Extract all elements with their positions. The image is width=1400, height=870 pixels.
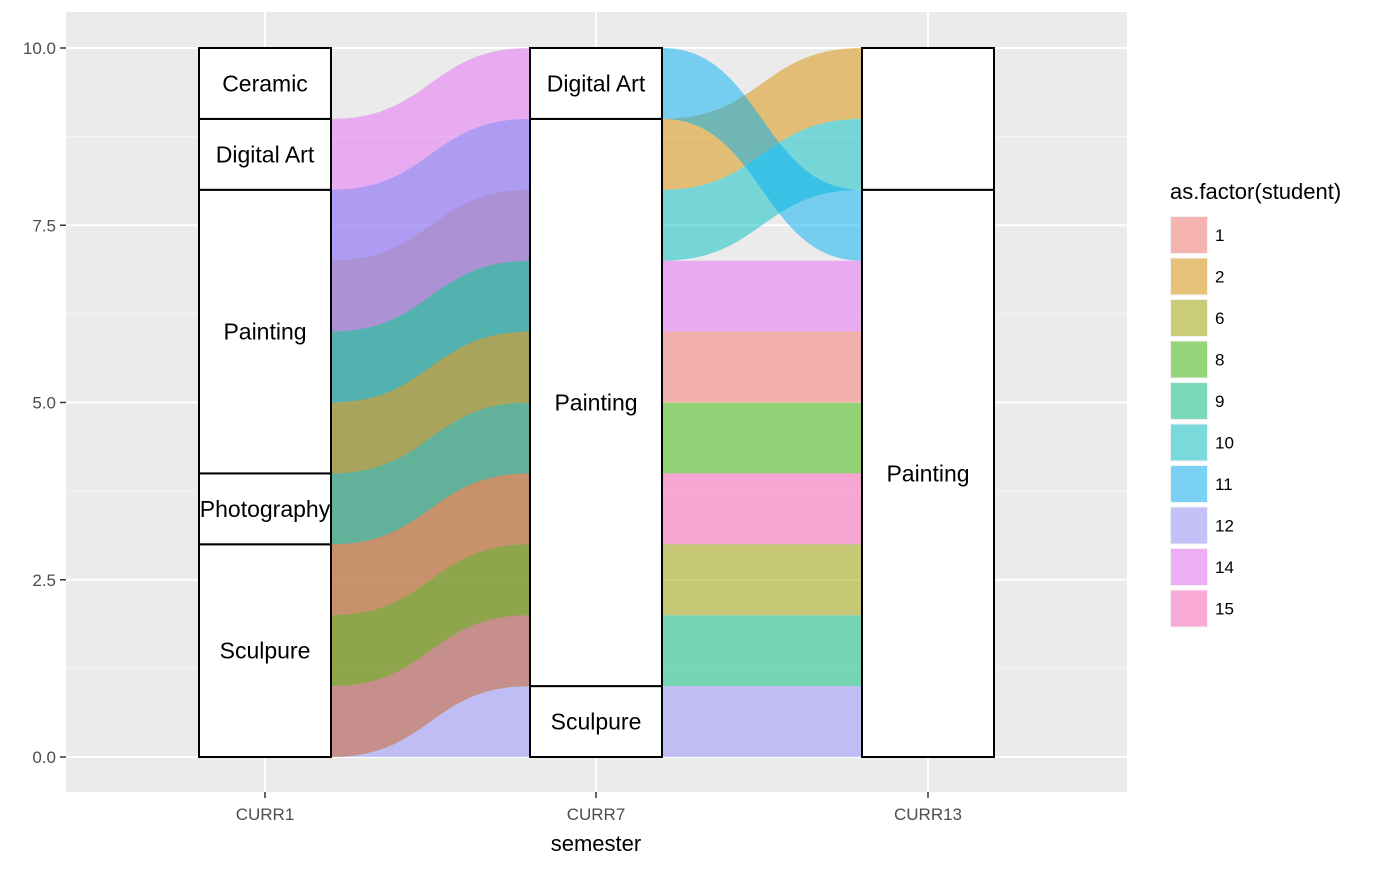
legend-label: 1 — [1215, 226, 1224, 245]
legend-label: 6 — [1215, 309, 1224, 328]
x-tick-label: CURR1 — [236, 805, 295, 824]
flow-student-15 — [662, 473, 862, 545]
y-tick-label: 7.5 — [32, 216, 56, 235]
stratum-box — [529, 685, 663, 758]
flow-student-14 — [662, 260, 862, 332]
stratum-box — [198, 543, 332, 758]
flow-student-11 — [662, 48, 862, 261]
legend-swatch — [1171, 424, 1207, 461]
y-tick-label: 5.0 — [32, 394, 56, 413]
stratum-label: Sculpure — [551, 709, 642, 735]
legend-swatch — [1171, 507, 1207, 544]
flow-student-1 — [662, 331, 862, 403]
x-tick-label: CURR7 — [567, 805, 626, 824]
x-axis: CURR1 CURR7 CURR13 — [236, 792, 962, 824]
legend-label: 9 — [1215, 392, 1224, 411]
y-tick-label: 0.0 — [32, 748, 56, 767]
stratum-label: Digital Art — [216, 141, 315, 167]
stratum-box — [198, 47, 332, 120]
flow-student-9 — [662, 615, 862, 687]
legend-title: as.factor(student) — [1170, 179, 1341, 204]
y-tick-label: 2.5 — [32, 571, 56, 590]
stratum-label: Painting — [886, 460, 969, 486]
legend-label: 15 — [1215, 600, 1234, 619]
flow-student-8 — [662, 402, 862, 474]
legend-swatch — [1171, 341, 1207, 378]
legend-label: 14 — [1215, 558, 1234, 577]
stratum-label: Digital Art — [547, 70, 646, 96]
stratum-box — [861, 47, 995, 191]
legend-label: 11 — [1215, 475, 1233, 494]
legend-swatch — [1171, 466, 1207, 502]
stratum-box — [198, 188, 332, 475]
stratum-box — [529, 47, 663, 120]
flow-student-12 — [662, 686, 862, 757]
x-tick-label: CURR13 — [894, 805, 962, 824]
legend-swatch — [1171, 383, 1207, 419]
legend-label: 12 — [1215, 517, 1234, 536]
strata: Sculpure Photography Painting Digital Art Ce… — [198, 47, 995, 759]
stratum-label: Sculpure — [220, 638, 311, 664]
stratum-label: Painting — [554, 390, 637, 416]
stratum-box — [529, 117, 663, 688]
legend-swatch — [1171, 590, 1207, 627]
stratum-box — [198, 117, 332, 191]
flow-student-6 — [662, 544, 862, 616]
legend-swatch — [1171, 300, 1207, 336]
legend-swatch — [1171, 258, 1207, 295]
flows — [331, 48, 862, 757]
legend-swatch — [1171, 217, 1207, 253]
y-tick-label: 10.0 — [23, 39, 56, 58]
stratum-box — [198, 472, 332, 546]
stratum-box — [861, 188, 995, 759]
legend-label: 8 — [1215, 351, 1224, 370]
flow-student-14 — [331, 48, 530, 332]
stratum-label: Ceramic — [222, 70, 308, 96]
x-axis-title: semester — [551, 831, 641, 856]
y-axis: 0.0 2.5 5.0 7.5 10.0 — [23, 39, 66, 767]
legend-label: 10 — [1215, 434, 1234, 453]
stratum-label: Painting — [223, 319, 306, 345]
legend-swatch — [1171, 549, 1207, 585]
stratum-label: Photography — [200, 496, 331, 522]
legend-label: 2 — [1215, 268, 1224, 287]
